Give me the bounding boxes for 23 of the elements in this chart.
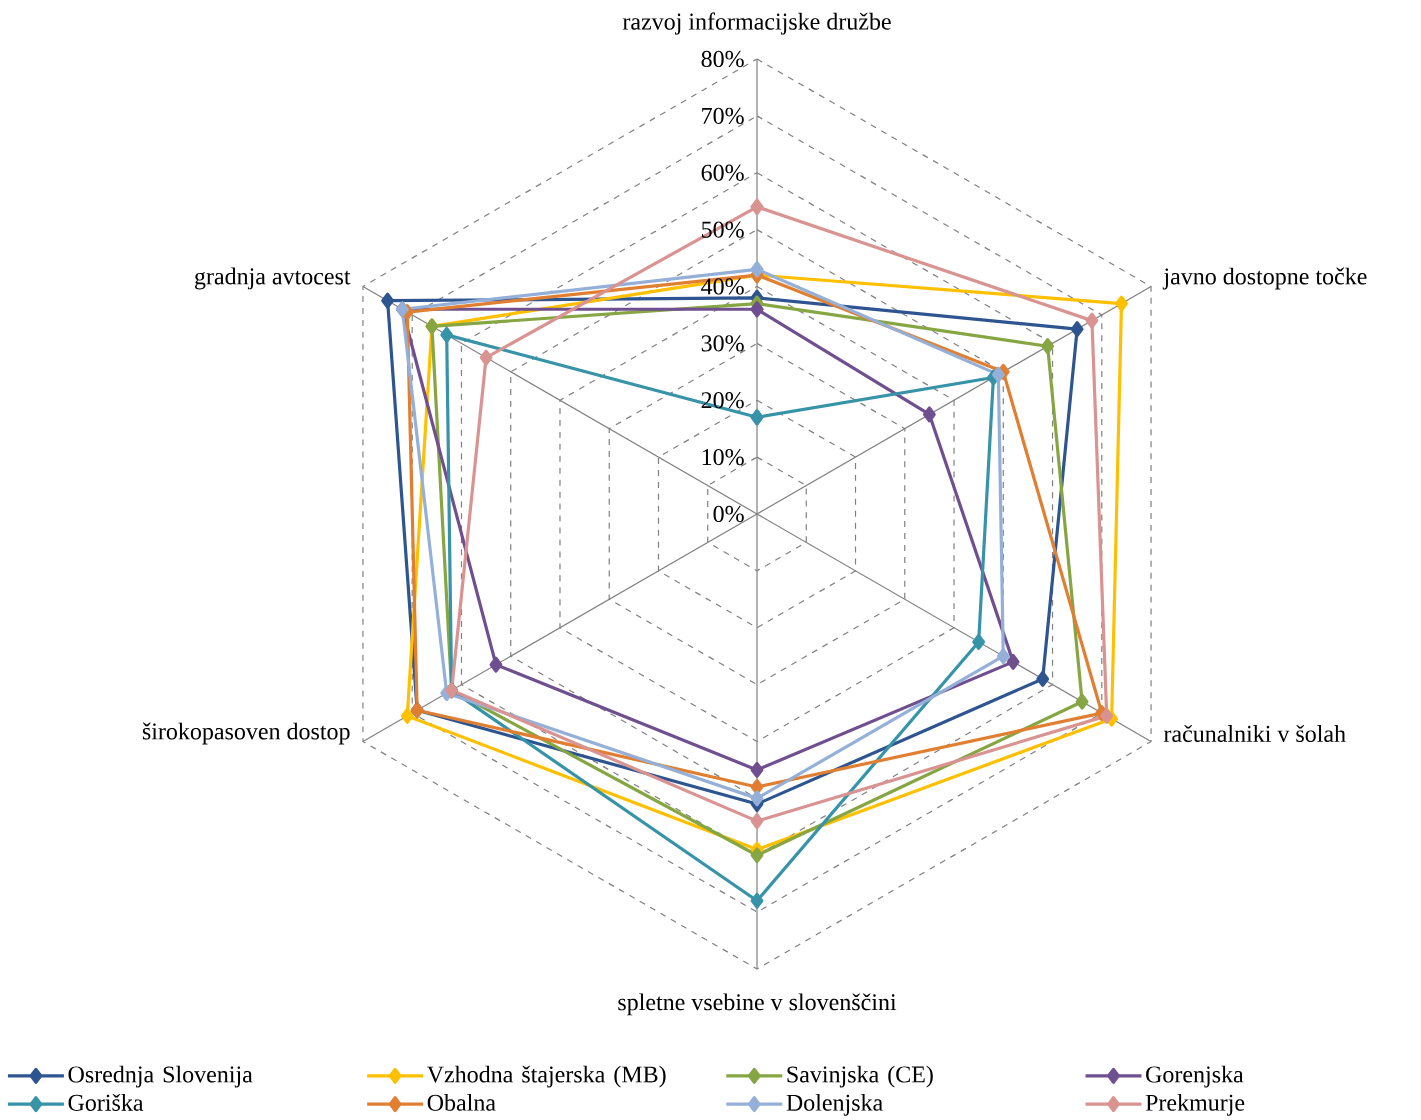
y-tick-label: 70%: [702, 107, 744, 124]
spoke-label: računalniki v šolah: [1163, 725, 1346, 742]
spoke-label: spletne vsebine v slovenščini: [618, 993, 897, 1016]
y-tick-label: 20%: [701, 392, 744, 409]
spoke-label: razvoj informacijske družbe: [622, 12, 891, 35]
spoke-label: širokopasoven dostop: [142, 722, 350, 745]
y-tick-label: 80%: [701, 50, 744, 68]
spoke-label: javno dostopne točke: [1162, 267, 1367, 290]
legend-label: Obalna: [427, 1093, 496, 1111]
legend-label: Prekmurje: [1145, 1093, 1245, 1116]
legend-label: Vzhodna štajerska (MB): [426, 1065, 666, 1088]
legend-label: Goriška: [68, 1093, 144, 1111]
spoke-label: gradnja avtocest: [195, 267, 351, 290]
legend-label: Gorenjska: [1146, 1065, 1244, 1088]
y-tick-label: 50%: [702, 221, 744, 238]
y-tick-label: 10%: [702, 448, 744, 466]
y-tick-label: 40%: [701, 278, 744, 295]
legend-label: Savinjska (CE): [787, 1065, 933, 1088]
legend-label: Osrednja Slovenija: [68, 1065, 253, 1088]
y-tick-label: 0%: [713, 505, 744, 523]
legend-label: Dolenjska: [786, 1093, 883, 1116]
y-tick-label: 30%: [701, 335, 744, 352]
y-tick-label: 60%: [701, 164, 744, 181]
